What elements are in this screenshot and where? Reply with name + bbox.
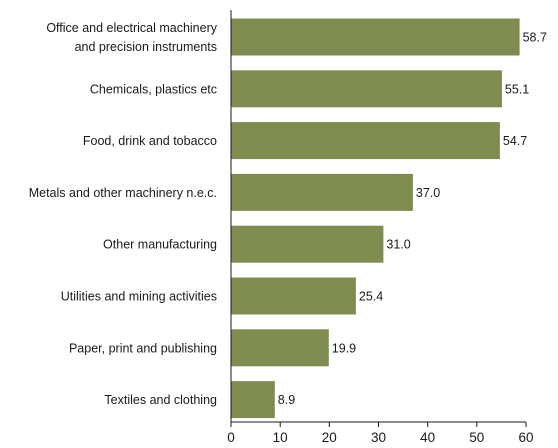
value-label: 54.7 [503, 134, 527, 148]
x-tick-label: 20 [322, 430, 337, 445]
value-label: 58.7 [523, 31, 547, 45]
category-label: and precision instruments [75, 40, 217, 54]
category-label: Metals and other machinery n.e.c. [29, 186, 217, 200]
x-tick-label: 0 [227, 430, 235, 445]
x-tick-label: 40 [420, 430, 435, 445]
x-tick-label: 50 [469, 430, 484, 445]
x-tick-label: 60 [518, 430, 533, 445]
category-label: Other manufacturing [103, 238, 217, 252]
x-tick-label: 10 [273, 430, 288, 445]
category-label: Office and electrical machinery [46, 21, 217, 35]
bar [231, 18, 520, 56]
bar [231, 225, 384, 263]
category-label: Food, drink and tobacco [83, 134, 217, 148]
value-label: 8.9 [278, 393, 295, 407]
category-label: Paper, print and publishing [69, 341, 217, 355]
bar [231, 70, 502, 108]
value-label: 31.0 [386, 238, 410, 252]
bar [231, 277, 356, 315]
value-label: 19.9 [332, 341, 356, 355]
category-label: Textiles and clothing [104, 393, 217, 407]
category-label: Chemicals, plastics etc [90, 82, 217, 96]
x-tick-label: 30 [371, 430, 386, 445]
bar [231, 173, 413, 211]
category-label: Utilities and mining activities [61, 290, 217, 304]
bar [231, 122, 500, 160]
value-label: 25.4 [359, 290, 383, 304]
value-label: 37.0 [416, 186, 440, 200]
bar [231, 329, 329, 367]
bar [231, 381, 275, 419]
value-label: 55.1 [505, 82, 529, 96]
